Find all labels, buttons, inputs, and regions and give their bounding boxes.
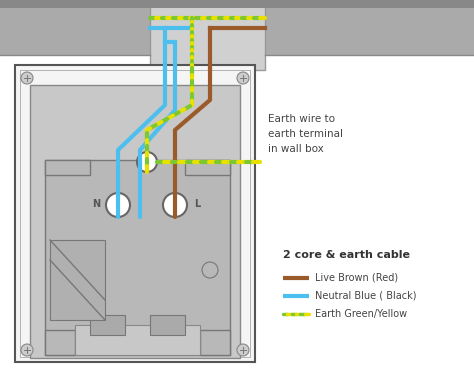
Text: L: L [194,199,200,209]
Bar [45,160,90,175]
Bar [15,65,255,362]
Text: Live Brown (Red): Live Brown (Red) [315,273,398,283]
Bar [150,315,185,335]
Text: Neutral Blue ( Black): Neutral Blue ( Black) [315,291,417,301]
Text: Earth wire to
earth terminal
in wall box: Earth wire to earth terminal in wall box [268,114,343,154]
Bar [0,0,150,55]
Text: N: N [92,199,100,209]
Bar [45,330,75,355]
Bar [50,240,105,320]
Bar [200,330,230,355]
Bar [185,160,230,175]
Bar [150,0,265,70]
Bar [90,315,125,335]
Bar [265,0,474,55]
Text: Earth Green/Yellow: Earth Green/Yellow [315,309,407,319]
Circle shape [163,193,187,217]
Circle shape [21,344,33,356]
Circle shape [21,72,33,84]
Circle shape [137,152,157,172]
Bar [30,85,240,358]
Bar [75,325,200,355]
Bar [45,160,230,355]
Circle shape [106,193,130,217]
Circle shape [237,344,249,356]
Circle shape [237,72,249,84]
Bar [0,0,474,8]
Bar [20,70,250,357]
Text: 2 core & earth cable: 2 core & earth cable [283,250,410,260]
Circle shape [202,262,218,278]
